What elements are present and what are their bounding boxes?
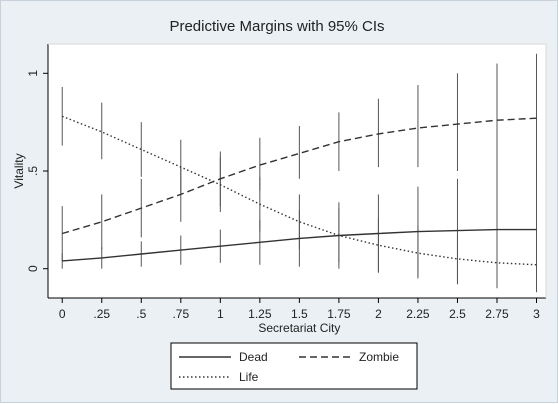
x-tick-label: 1.5 (291, 307, 308, 321)
chart-title: Predictive Margins with 95% CIs (169, 18, 384, 35)
x-tick-label: .75 (172, 307, 189, 321)
x-axis-title: Secretariat City (258, 321, 340, 335)
x-tick-label: 2.5 (449, 307, 466, 321)
y-tick-label: 0 (26, 265, 40, 272)
y-tick-label: .5 (26, 166, 40, 176)
y-axis-title: Vitality (12, 153, 26, 188)
legend: Dead Zombie Life (170, 342, 418, 390)
x-tick-label: 1.25 (248, 307, 272, 321)
legend-label: Life (239, 370, 259, 384)
series-line (62, 228, 537, 262)
legend-box (170, 342, 418, 390)
series-lines (61, 115, 537, 266)
legend-label: Zombie (359, 350, 399, 364)
x-tick-label: .5 (136, 307, 146, 321)
x-tick-label: .25 (93, 307, 110, 321)
x-tick-label: 2.75 (485, 307, 509, 321)
y-tick-label: 1 (26, 70, 40, 77)
x-tick-label: 2.25 (406, 307, 430, 321)
x-tick-label: 1 (217, 307, 224, 321)
x-tick-label: 1.75 (327, 307, 351, 321)
axes: 0 .5 1 0 .25 .5 .75 1 1.25 1.5 1.75 2 2.25 2.5 2.75 3 (26, 43, 547, 321)
legend-label: Dead (239, 350, 268, 364)
series-line (62, 117, 537, 235)
x-tick-label: 2 (375, 307, 382, 321)
x-tick-label: 0 (59, 307, 66, 321)
x-tick-label: 3 (533, 307, 540, 321)
